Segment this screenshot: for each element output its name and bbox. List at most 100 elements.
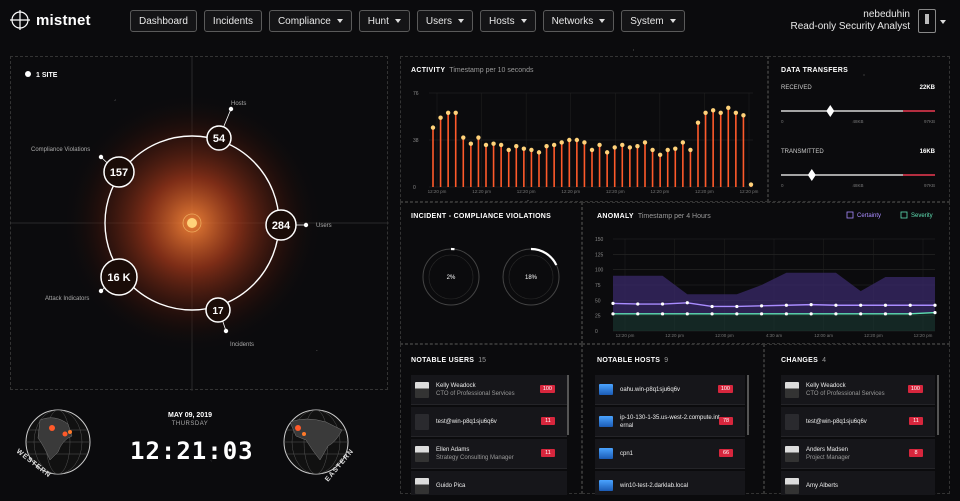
user-avatar[interactable] — [918, 9, 936, 33]
anomaly-x-tick: 12:20 pm — [864, 333, 883, 338]
anomaly-y-tick: 0 — [595, 329, 598, 335]
activity-x-tick: 12:20 pm — [740, 189, 759, 194]
incidents-node[interactable] — [205, 297, 231, 323]
avatar — [415, 381, 429, 398]
certainty-point — [685, 301, 689, 305]
notable-users-list[interactable]: Kelly Weadock CTO of Professional Service… — [411, 375, 567, 495]
anomaly-x-tick: 12:00 am — [814, 333, 833, 338]
transmitted-slider-handle[interactable] — [807, 169, 816, 181]
notable-hosts-panel: NOTABLE HOSTS 9 oahu.win-p8q1sju6q6v 100 ip… — [582, 344, 764, 495]
changes-row[interactable]: Anders Madsen Project Manager 8 — [781, 439, 935, 469]
activity-point — [559, 140, 564, 145]
severity-point — [883, 312, 888, 316]
activity-point — [718, 110, 723, 115]
nav-compliance-button[interactable]: Compliance — [268, 10, 352, 32]
certainty-point — [611, 301, 615, 305]
notable-users-row[interactable]: Ellen Adams Strategy Consulting Manager 11 — [411, 439, 567, 469]
activity-point — [710, 108, 716, 113]
legend-severity[interactable]: Severity — [911, 213, 933, 219]
received-slider-handle[interactable] — [826, 105, 835, 117]
anomaly-x-tick: 12:20 pm — [914, 333, 933, 338]
activity-point — [620, 142, 625, 148]
row-name: Amy Alberts — [806, 482, 839, 489]
notable-hosts-row[interactable]: oahu.win-p8q1sju6q6v 100 — [595, 375, 745, 405]
nav-incidents-button[interactable]: Incidents — [203, 10, 262, 32]
user-menu-chevron-down-icon[interactable] — [940, 20, 946, 24]
notable-hosts-title: NOTABLE HOSTS — [597, 357, 661, 364]
nav-networks-button[interactable]: Networks — [542, 10, 615, 32]
severity-point — [636, 312, 640, 316]
row-text: win10-test-2.darklab.local — [620, 482, 688, 490]
activity-y-tick: 38 — [413, 138, 419, 144]
nav-hunt-button[interactable]: Hunt — [358, 10, 410, 32]
activity-point — [680, 140, 686, 145]
activity-x-tick: 12:20 pm — [472, 189, 491, 194]
activity-x-tick: 12:20 pm — [561, 189, 580, 194]
users-scrollbar[interactable] — [567, 375, 569, 435]
changes-title: CHANGES — [781, 357, 819, 364]
nav-hosts-button[interactable]: Hosts — [480, 10, 536, 32]
score-badge: 8 — [909, 449, 923, 457]
compliance-node[interactable] — [103, 156, 135, 188]
activity-x-tick: 12:20 pm — [650, 189, 669, 194]
changes-row[interactable]: Amy Alberts — [781, 471, 935, 495]
received-max: 97KB — [924, 119, 935, 124]
changes-count: 4 — [822, 357, 827, 364]
row-name: Ellen Adams — [436, 446, 470, 453]
notable-hosts-row[interactable]: win10-test-2.darklab.local — [595, 471, 745, 495]
notable-hosts-row[interactable]: ip-10-130-1-35.us-west-2.compute.int erna… — [595, 407, 745, 437]
notable-users-panel: NOTABLE USERS 15 Kelly Weadock CTO of Prof… — [400, 344, 582, 495]
severity-legend-icon[interactable] — [900, 211, 908, 219]
notable-hosts-row[interactable]: cpn1 66 — [595, 439, 745, 469]
changes-row[interactable]: Kelly Weadock CTO of Professional Service… — [781, 375, 935, 405]
anomaly-chart: Certainty Severity 150 125 100 75 50 25 0 12:20 p… — [595, 211, 937, 338]
user-role: Read-only Security Analyst — [790, 21, 910, 32]
changes-list[interactable]: Kelly Weadock CTO of Professional Service… — [781, 375, 935, 495]
score-badge: 11 — [541, 417, 555, 425]
nav-dashboard-button[interactable]: Dashboard — [130, 10, 197, 32]
logo[interactable]: mistnet — [10, 10, 91, 30]
anomaly-y-tick: 50 — [595, 298, 601, 304]
row-text: test@win-p8q1sju6q6v — [436, 418, 497, 426]
row-name: Kelly Weadock — [436, 382, 476, 389]
nav-system-button[interactable]: System — [621, 10, 685, 32]
severity-point — [834, 312, 838, 316]
severity-point — [859, 312, 863, 316]
users-node[interactable] — [265, 209, 297, 241]
activity-point — [514, 143, 519, 149]
notable-users-row[interactable]: Guido Pica — [411, 471, 567, 495]
attack-label: Attack Indicators — [45, 296, 89, 302]
severity-point — [660, 312, 665, 316]
severity-point — [611, 312, 615, 316]
changes-scrollbar[interactable] — [937, 375, 939, 435]
certainty-point — [908, 303, 912, 307]
notable-users-row[interactable]: Kelly Weadock CTO of Professional Service… — [411, 375, 567, 405]
certainty-point — [784, 303, 788, 307]
nav-users-button[interactable]: Users — [416, 10, 474, 32]
hosts-node[interactable] — [206, 125, 232, 151]
notable-users-row[interactable]: test@win-p8q1sju6q6v 11 — [411, 407, 567, 437]
activity-point — [430, 125, 436, 130]
row-text: Ellen Adams Strategy Consulting Manager — [436, 446, 514, 462]
attack-node[interactable] — [100, 258, 138, 296]
hosts-scrollbar[interactable] — [747, 375, 749, 435]
nav-label: Dashboard — [139, 15, 188, 27]
date-text: MAY 09, 2019 — [168, 412, 212, 419]
row-subtitle: CTO of Professional Services — [436, 390, 515, 397]
top-bar: mistnet Dashboard Incidents Compliance Hunt… — [0, 0, 960, 44]
severity-point — [908, 312, 912, 316]
host-computer-icon — [599, 448, 613, 459]
notable-hosts-list[interactable]: oahu.win-p8q1sju6q6v 100 ip-10-130-1-35.us… — [595, 375, 745, 495]
activity-y-tick: 76 — [413, 91, 419, 97]
certainty-legend-icon[interactable] — [846, 211, 854, 219]
changes-row[interactable]: test@win-p8q1sju6q6v 11 — [781, 407, 935, 437]
user-info[interactable]: nebeduhin Read-only Security Analyst — [790, 9, 910, 33]
legend-certainty[interactable]: Certainty — [857, 213, 881, 219]
anomaly-band-area — [613, 272, 935, 314]
activity-subtitle: Timestamp per 10 seconds — [449, 67, 534, 74]
day-text: THURSDAY — [171, 421, 209, 427]
row-name: oahu.win-p8q1sju6q6v — [620, 386, 681, 393]
chevron-down-icon — [458, 19, 465, 23]
severity-line — [613, 311, 936, 315]
activity-point — [627, 145, 633, 150]
